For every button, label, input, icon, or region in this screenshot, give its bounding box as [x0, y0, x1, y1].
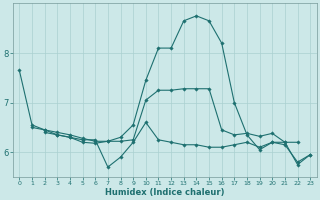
X-axis label: Humidex (Indice chaleur): Humidex (Indice chaleur) — [105, 188, 225, 197]
